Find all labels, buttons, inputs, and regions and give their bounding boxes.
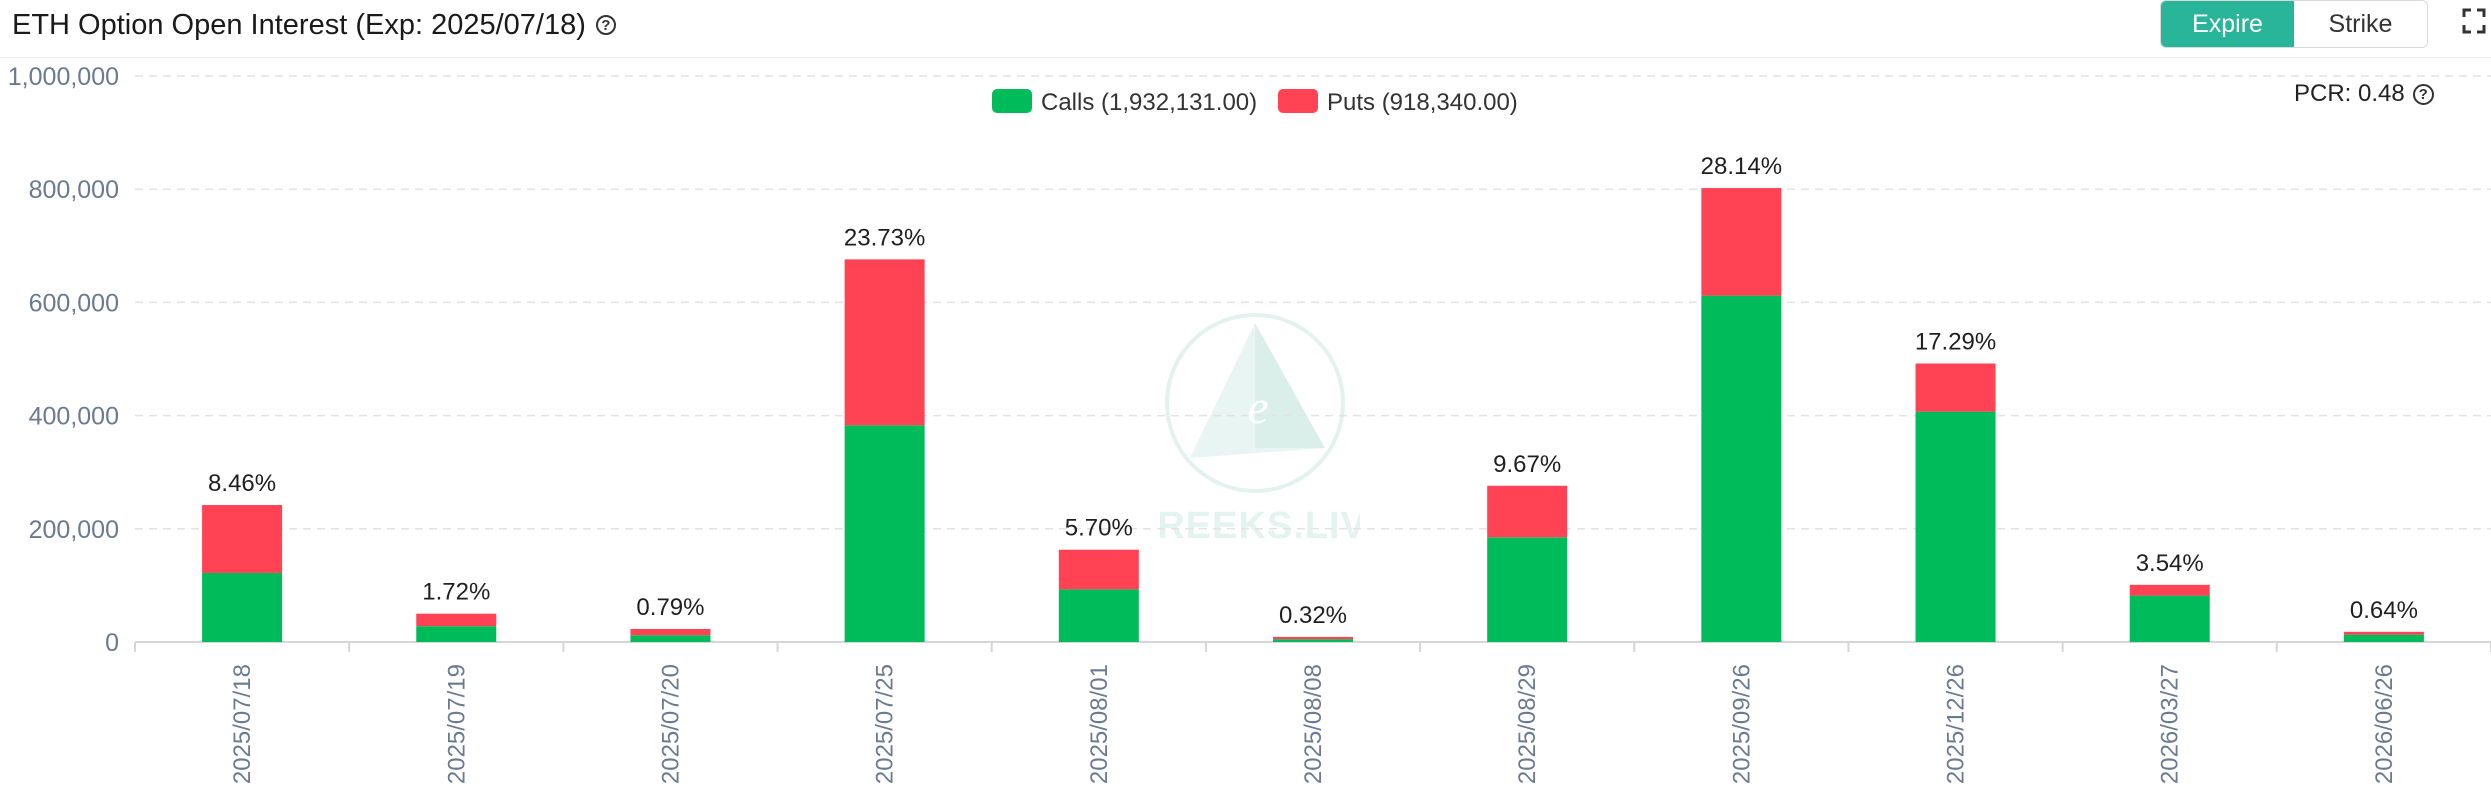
puts-bar[interactable] [1058,549,1139,590]
x-tick-label: 2025/07/25 [872,664,899,784]
x-tick-label: 2025/12/26 [1943,664,1970,784]
x-tick-label: 2025/07/20 [657,664,684,784]
legend-puts-swatch[interactable] [1278,89,1318,113]
strike-tab[interactable]: Strike [2294,1,2427,47]
calls-bar[interactable] [2343,634,2424,642]
data-label: 0.32% [1279,602,1347,629]
x-tick-label: 2025/08/29 [1514,664,1541,784]
calls-bar[interactable] [1487,537,1568,642]
y-tick-label: 1,000,000 [8,63,119,91]
calls-bar[interactable] [630,635,711,642]
data-label: 3.54% [2136,550,2204,577]
y-tick-label: 400,000 [29,403,119,431]
header-divider [0,57,2491,58]
calls-bar[interactable] [202,572,283,642]
calls-bar[interactable] [416,626,497,642]
data-label: 9.67% [1493,451,1561,478]
x-tick-label: 2025/07/19 [443,664,470,784]
greeks-live-logo-watermark: e GREEKS.LIVE [1160,313,1360,547]
puts-bar[interactable] [2343,631,2424,635]
view-toggle: Expire Strike [2160,0,2428,48]
data-label: 28.14% [1701,153,1782,180]
question-circle-icon[interactable]: ? [2412,83,2434,105]
pcr-label: PCR: 0.48 [2294,80,2405,107]
y-tick-label: 200,000 [29,516,119,544]
calls-bar[interactable] [844,425,925,642]
calls-bar[interactable] [1701,295,1782,642]
x-tick-label: 2025/07/18 [229,664,256,784]
legend-puts-label[interactable]: Puts (918,340.00) [1327,89,1518,116]
puts-bar[interactable] [1915,363,1996,412]
puts-bar[interactable] [202,505,283,573]
question-circle-icon[interactable]: ? [595,15,616,35]
fullscreen-icon[interactable] [2462,8,2486,34]
data-label: 5.70% [1065,515,1133,542]
y-tick-label: 600,000 [29,289,119,317]
puts-bar[interactable] [1273,636,1353,640]
x-tick-label: 2025/09/26 [1728,664,1755,784]
data-label: 0.79% [636,594,704,621]
calls-bar[interactable] [1058,589,1139,642]
puts-bar[interactable] [1487,485,1568,538]
pcr-readout: PCR: 0.48 ? [2294,80,2434,108]
expire-tab[interactable]: Expire [2161,1,2294,47]
legend-calls-label[interactable]: Calls (1,932,131.00) [1041,89,1257,116]
data-label: 17.29% [1915,329,1996,356]
puts-bar[interactable] [1701,188,1782,296]
y-tick-label: 0 [105,629,119,657]
watermark-text: GREEKS.LIVE [1160,505,1360,547]
y-tick-label: 800,000 [29,176,119,204]
page-title: ETH Option Open Interest (Exp: 2025/07/1… [12,8,586,41]
svg-text:e: e [1247,381,1268,434]
puts-bar[interactable] [2129,584,2210,596]
puts-bar[interactable] [416,613,497,627]
legend-calls-swatch[interactable] [992,89,1032,113]
data-label: 1.72% [422,579,490,606]
puts-bar[interactable] [630,628,711,636]
x-tick-label: 2025/08/01 [1086,664,1113,784]
data-label: 8.46% [208,470,276,497]
data-label: 23.73% [844,224,925,251]
x-tick-label: 2025/08/08 [1300,664,1327,784]
calls-bar[interactable] [1915,411,1996,642]
calls-bar[interactable] [1273,639,1353,642]
chart-title-bar: ETH Option Open Interest (Exp: 2025/07/1… [12,4,616,46]
x-tick-label: 2026/06/26 [2371,664,2398,784]
data-label: 0.64% [2350,597,2418,624]
puts-bar[interactable] [844,259,925,426]
x-tick-label: 2026/03/27 [2157,664,2184,784]
calls-bar[interactable] [2129,595,2210,642]
